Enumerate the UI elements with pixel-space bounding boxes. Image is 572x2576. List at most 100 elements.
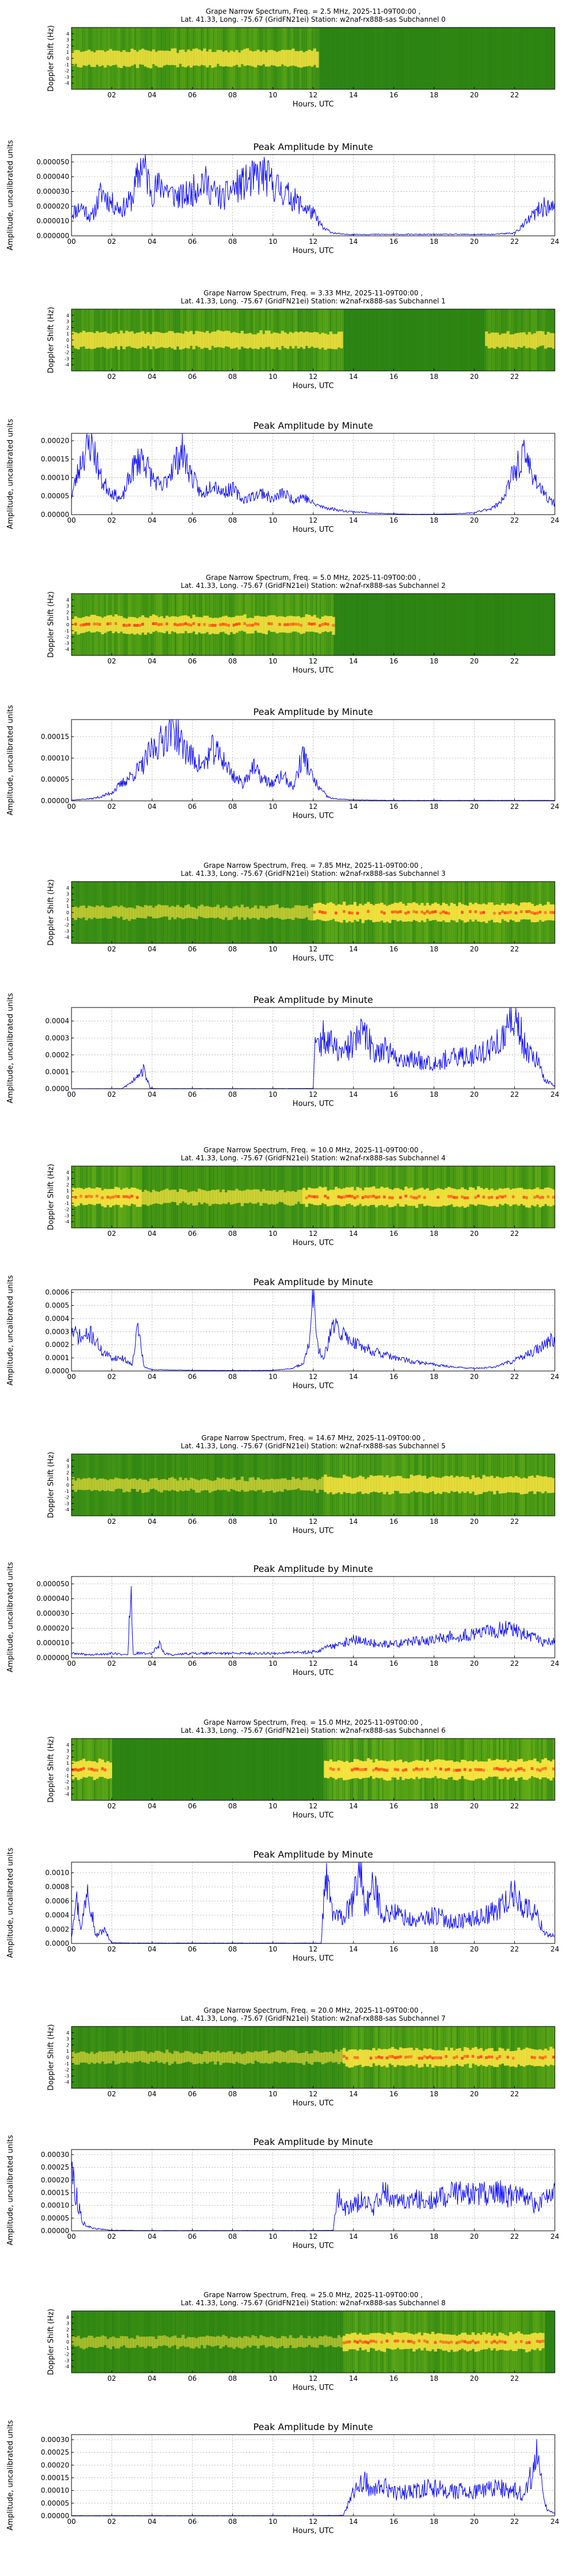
spectrogram-band [152,1190,156,1204]
x-tick-label: 18 [430,1945,438,1953]
spectrogram-band [517,1477,521,1493]
spectrogram-peak [337,1768,341,1771]
spectrogram-band [345,1476,349,1494]
y-axis-label: Amplitude, uncalibrated units [6,1562,15,1672]
spectrogram-peak [378,1768,381,1771]
spectrogram-peak [106,1195,110,1199]
spectrogram-band [189,2337,193,2349]
spectrogram-band [90,1479,94,1491]
y-tick-label: -3 [65,356,69,361]
x-tick-label: 10 [268,2233,277,2241]
spectrogram-band [98,1188,102,1204]
spectrogram-band [130,48,134,66]
spectrogram-title-line1: Grape Narrow Spectrum, Freq. = 15.0 MHz,… [204,1718,423,1726]
spectrogram-column [418,27,420,89]
spectrogram-band [229,2051,233,2063]
y-tick-label: 0.00030 [41,2436,69,2444]
spectrogram-peak [356,1195,359,1198]
spectrogram-band [300,50,303,68]
spectrogram-band [302,332,306,349]
y-tick-label: 0.000020 [37,1624,69,1632]
spectrogram-band [275,2338,279,2349]
spectrogram-band [152,1478,156,1489]
y-tick-label: 4 [66,886,69,891]
spectrogram-column [444,309,447,371]
spectrogram-peak [423,1196,427,1199]
spectrogram-band [240,1191,244,1206]
spectrogram-band [197,1480,201,1493]
spectrogram-column [468,594,471,655]
spectrogram-band [522,902,526,919]
spectrogram-band [415,2333,419,2350]
spectrogram-peak [544,2055,547,2059]
spectrogram-band [388,904,392,923]
spectrogram-peak [98,623,102,626]
x-tick-label: 08 [228,2518,237,2526]
amplitude-title: Peak Amplitude by Minute [253,1277,374,1287]
spectrogram-peak [396,2339,400,2342]
spectrogram-peak [503,1195,507,1198]
y-tick-label: 0 [66,338,69,343]
spectrogram-band [168,2337,172,2348]
amplitude-title: Peak Amplitude by Minute [253,994,374,1005]
spectrogram-column [374,27,376,89]
x-tick-label: 20 [470,1373,479,1381]
spectrogram-column [327,27,330,89]
spectrogram-band [248,2337,252,2348]
spectrogram-column [537,594,539,655]
spectrogram-column [362,594,364,655]
spectrogram-peak [471,2340,475,2343]
spectrogram-peak [122,623,126,627]
spectrogram-column [378,309,380,371]
spectrogram-band [452,904,456,921]
x-tick-label: 12 [309,2518,317,2526]
spectrogram-band [267,2053,271,2064]
spectrogram-band [291,2337,295,2348]
y-tick-label: 0.000010 [37,217,69,225]
spectrogram-band [152,49,156,64]
spectrogram-peak [544,911,547,914]
x-tick-label: 22 [510,2090,519,2098]
spectrogram-column [482,594,485,655]
y-tick-label: 0 [66,56,69,61]
spectrogram-band [211,2052,214,2061]
spectrogram-band [194,331,198,346]
spectrogram-band [200,617,204,634]
spectrogram-band [310,1478,314,1491]
spectrogram-band [420,1187,424,1204]
x-tick-label: 00 [67,1660,76,1668]
spectrogram-band [221,907,225,920]
spectrogram-panel-4: Grape Narrow Spectrum, Freq. = 5.0 MHz, … [47,574,555,675]
spectrogram-band [546,1477,550,1494]
y-tick-label: 0.00005 [41,776,69,784]
spectrogram-band [72,907,75,919]
spectrogram-column [492,594,495,655]
spectrogram-column [398,27,400,89]
spectrogram-band [544,1476,547,1492]
x-tick-label: 22 [510,2233,519,2241]
spectrogram-band [367,1477,370,1494]
spectrogram-column [134,1739,137,1800]
spectrogram-column [313,1739,316,1800]
spectrogram-column [386,27,388,89]
spectrogram-column [366,27,368,89]
spectrogram-column [351,309,354,371]
spectrogram-column [359,309,362,371]
spectrogram-column [371,27,374,89]
spectrogram-column [406,594,408,655]
spectrogram-panel-14: Grape Narrow Spectrum, Freq. = 20.0 MHz,… [47,2006,555,2108]
x-tick-label: 02 [108,1945,116,1953]
spectrogram-band [372,2048,376,2064]
spectrogram-column [259,1739,261,1800]
spectrogram-column [150,1739,153,1800]
spectrogram-band [109,1762,113,1779]
spectrogram-column [420,594,423,655]
spectrogram-peak [455,1769,459,1772]
spectrogram-band [176,53,180,68]
spectrogram-band [149,1478,153,1490]
spectrogram-column [168,1739,171,1800]
spectrogram-column [160,1739,163,1800]
spectrogram-band [297,2337,300,2347]
spectrogram-band [324,1760,327,1778]
spectrogram-peak [375,1196,378,1199]
